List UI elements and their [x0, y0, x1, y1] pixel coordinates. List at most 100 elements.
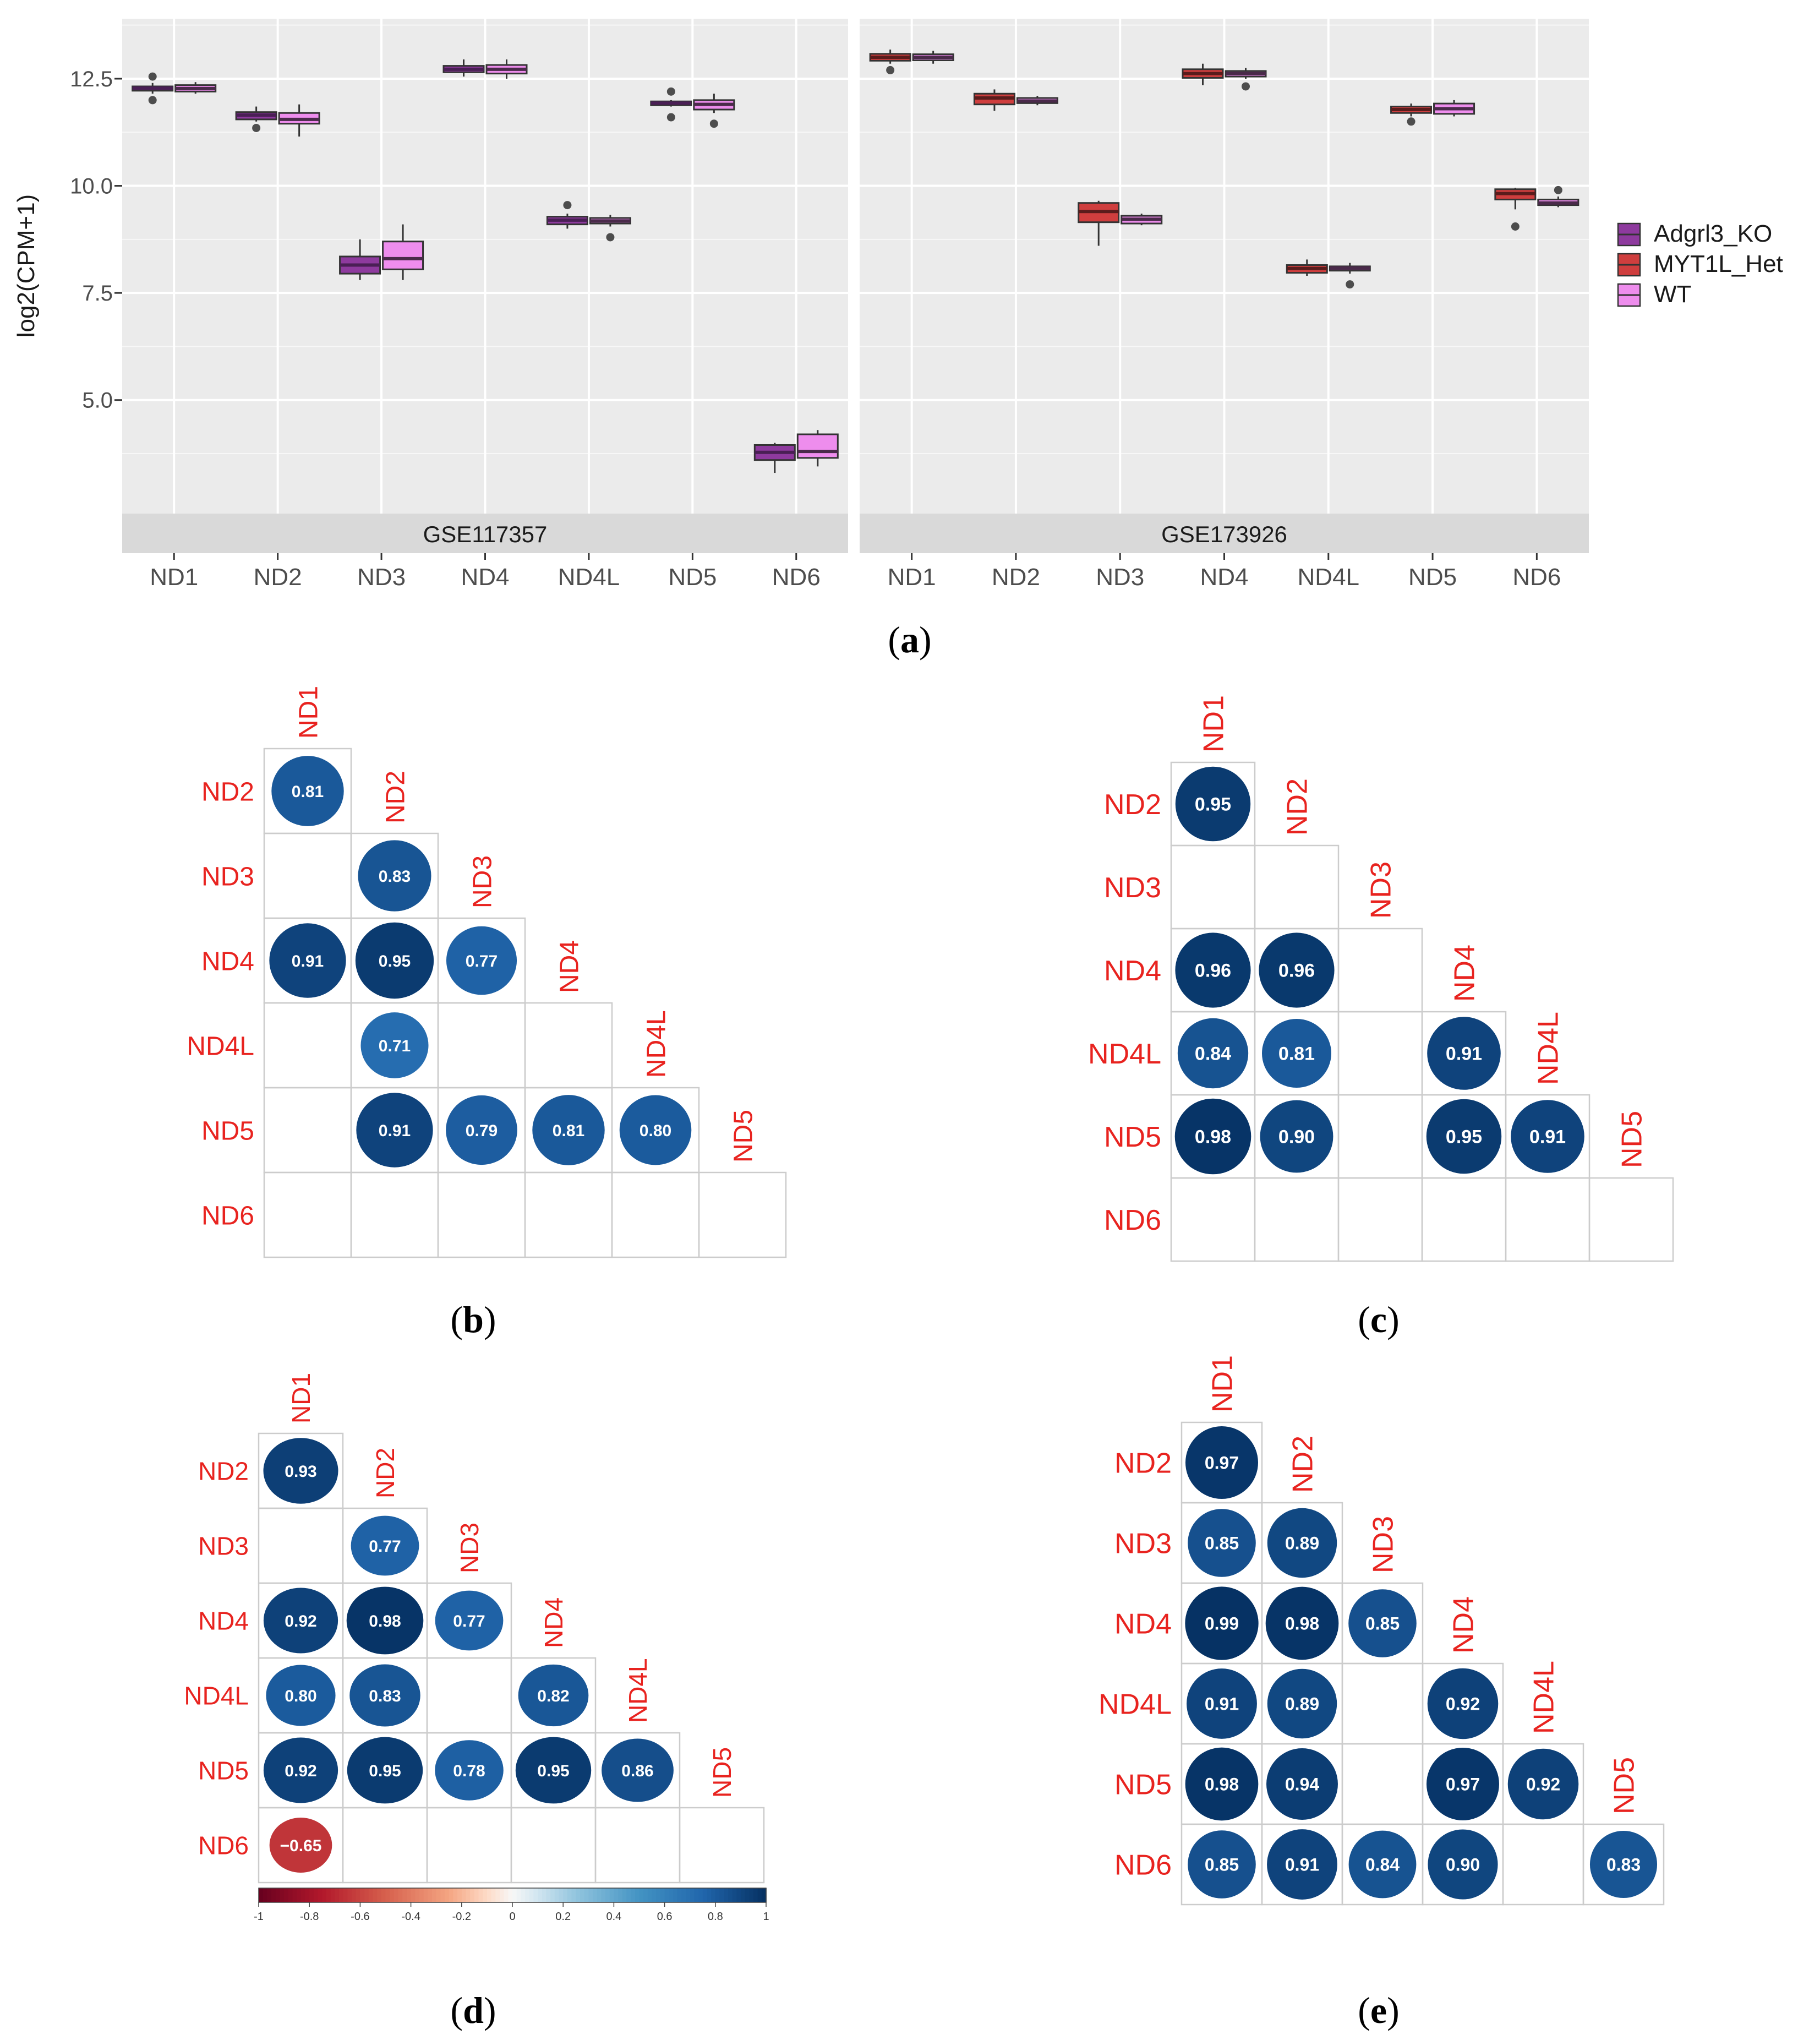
- colorbar-segment: [652, 1888, 657, 1902]
- row-label: ND2: [1114, 1448, 1172, 1480]
- facet-label: GSE117357: [423, 521, 548, 547]
- corr-circle: [1260, 1100, 1333, 1173]
- corr-cell: 0.91: [356, 1093, 433, 1168]
- x-tick-label: ND3: [1096, 564, 1144, 591]
- colorbar-segment: [267, 1888, 272, 1902]
- row-label: ND4: [1114, 1608, 1172, 1640]
- colorbar-segment: [343, 1888, 348, 1902]
- corr-circle: [1427, 1668, 1499, 1739]
- corr-value: 0.81: [1278, 1044, 1315, 1065]
- box-ND3-MYT1L_Het: [1078, 200, 1120, 246]
- corr-cell: 0.81: [1262, 1018, 1331, 1088]
- colorbar-segment: [609, 1888, 615, 1902]
- colorbar-segment: [406, 1888, 412, 1902]
- y-axis-title: log2(CPM+1): [13, 194, 40, 337]
- box-ND1-WT: [912, 51, 954, 64]
- corr-cell: 0.98: [1185, 1747, 1259, 1821]
- corr-circle: [269, 923, 346, 998]
- matrix-cell: [258, 1507, 344, 1584]
- colorbar-segment: [377, 1888, 382, 1902]
- colorbar-segment: [309, 1888, 314, 1902]
- row-label: ND6: [1114, 1850, 1172, 1881]
- corr-value: 0.97: [1446, 1775, 1480, 1794]
- corr-value: 0.92: [1446, 1694, 1480, 1714]
- corr-value: 0.83: [369, 1687, 401, 1705]
- colorbar-segment: [711, 1888, 716, 1902]
- colorbar-segment: [474, 1888, 479, 1902]
- box-outlier: [1242, 82, 1250, 91]
- column-label: ND2: [1287, 1436, 1319, 1493]
- corr-circle: [446, 1095, 517, 1165]
- facet-strip: [122, 514, 848, 553]
- corr-value: 0.98: [369, 1612, 401, 1630]
- colorbar-segment: [554, 1888, 560, 1902]
- matrix-cell: [1337, 1094, 1423, 1179]
- corr-cell: 0.71: [360, 1012, 429, 1078]
- corr-value: 0.96: [1195, 961, 1231, 981]
- row-label: ND6: [201, 1201, 254, 1230]
- colorbar-tick-label: 1: [763, 1911, 769, 1923]
- matrix-cell: [1254, 1177, 1340, 1262]
- matrix-cell: [263, 1171, 352, 1258]
- corr-value: 0.85: [1365, 1614, 1400, 1634]
- box-outlier: [886, 66, 895, 74]
- corr-circle: [1262, 1018, 1331, 1088]
- matrix-cell: [1254, 844, 1340, 930]
- box-outlier: [1407, 117, 1415, 126]
- matrix-grid: [258, 1432, 765, 1884]
- matrix-cell: [1582, 1823, 1665, 1906]
- corr-cell: 0.98: [1265, 1586, 1339, 1660]
- row-label: ND2: [198, 1457, 249, 1486]
- row-label: ND4: [1104, 955, 1161, 987]
- colorbar-segment: [762, 1888, 767, 1902]
- row-label: ND4L: [184, 1682, 249, 1710]
- colorbar-segment: [677, 1888, 682, 1902]
- corr-cell: 0.81: [271, 756, 344, 826]
- box-ND2-WT: [1016, 96, 1058, 106]
- box-ND1-Adgrl3_KO: [132, 72, 174, 105]
- box-ND2-WT: [278, 104, 320, 137]
- colorbar-segment: [457, 1888, 462, 1902]
- box-body: [382, 241, 424, 270]
- row-label: ND2: [1104, 789, 1161, 821]
- colorbar-segment: [402, 1888, 407, 1902]
- colorbar-segment: [313, 1888, 319, 1902]
- corr-cell: 0.91: [1511, 1100, 1584, 1173]
- matrix-cell: [263, 1087, 352, 1174]
- matrix-cell: [1341, 1743, 1424, 1825]
- corr-cell: 0.91: [1267, 1829, 1337, 1900]
- corr-value: 0.77: [466, 952, 498, 970]
- box-outlier: [666, 87, 675, 96]
- corr-cell: 0.95: [1175, 766, 1251, 842]
- corr-cell: 0.82: [518, 1664, 589, 1727]
- column-label: ND5: [708, 1747, 736, 1798]
- corr-cell: 0.80: [619, 1095, 692, 1165]
- matrix-cell: [1341, 1662, 1424, 1745]
- colorbar-segment: [284, 1888, 289, 1902]
- corr-circle: [347, 1737, 423, 1804]
- colorbar-segment: [601, 1888, 606, 1902]
- corr-cell: 0.77: [351, 1515, 419, 1576]
- row-label: ND4: [198, 1607, 249, 1635]
- box-ND6-Adgrl3_KO: [753, 443, 796, 473]
- colorbar-segment: [673, 1888, 678, 1902]
- colorbar-segment: [690, 1888, 695, 1902]
- boxplot-panel: log2(CPM+1) 5.0 7.5 10.0 12.5 GSE117357 ND1 ND2…: [13, 19, 1783, 591]
- corr-value: 0.95: [369, 1762, 401, 1780]
- corr-circle: [1511, 1100, 1584, 1173]
- corr-cell: 0.92: [263, 1737, 338, 1803]
- corr-value: 0.89: [1285, 1534, 1319, 1553]
- colorbar-segment: [297, 1888, 302, 1902]
- row-label: ND6: [198, 1831, 249, 1860]
- corr-cell: 0.79: [446, 1095, 517, 1165]
- corr-cell: 0.95: [1426, 1099, 1502, 1174]
- corr-value: 0.81: [292, 783, 324, 801]
- box-ND2-MYT1L_Het: [973, 89, 1015, 111]
- matrix-cell: [1421, 1177, 1507, 1262]
- box-ND6-WT: [796, 430, 839, 467]
- colorbar-segment: [508, 1888, 513, 1902]
- row-label: ND3: [198, 1532, 249, 1561]
- colorbar-segment: [415, 1888, 420, 1902]
- colorbar-segment: [550, 1888, 555, 1902]
